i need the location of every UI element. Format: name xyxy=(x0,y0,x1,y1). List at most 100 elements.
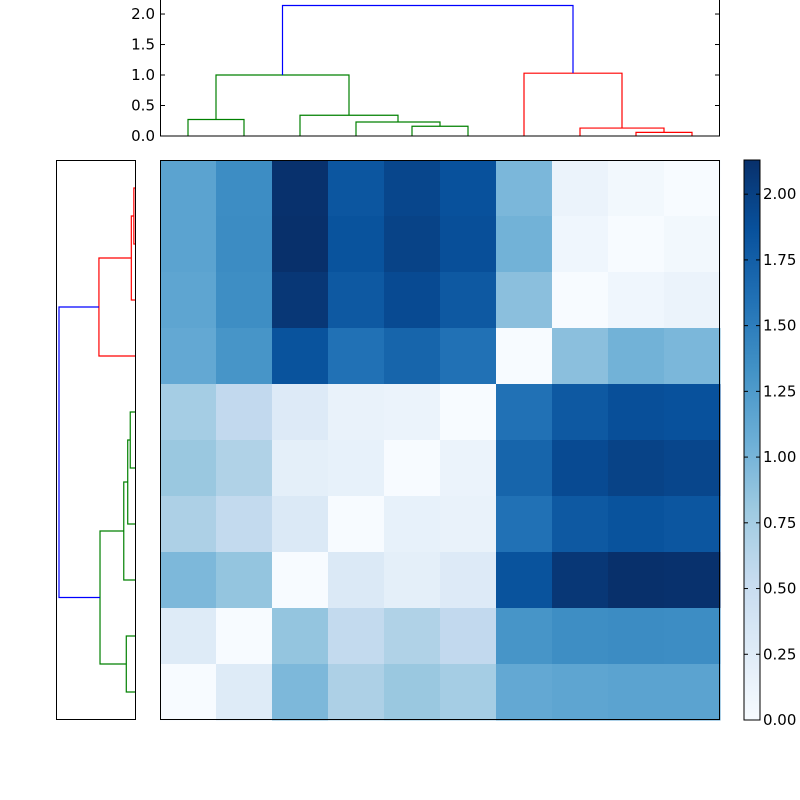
y-tick-label: 0.5 xyxy=(131,97,155,115)
left-dendrogram xyxy=(56,160,136,720)
heatmap-cell xyxy=(496,664,553,721)
heatmap-cell xyxy=(328,384,385,441)
heatmap-cell xyxy=(384,608,441,665)
heatmap-cell xyxy=(384,216,441,273)
heatmap-cell xyxy=(216,608,273,665)
heatmap-cell xyxy=(608,160,665,217)
heatmap-cell xyxy=(552,328,609,385)
dendrogram-link xyxy=(58,306,101,599)
heatmap-cell xyxy=(384,552,441,609)
heatmap-cell xyxy=(384,664,441,721)
heatmap-cell xyxy=(440,664,497,721)
colorbar-tick-label: 1.50 xyxy=(763,317,796,335)
heatmap-cell xyxy=(216,552,273,609)
heatmap-cell xyxy=(160,608,217,665)
top-dendrogram: 0.0 0.5 1.0 1.5 2.0 xyxy=(131,0,720,145)
heatmap-cell xyxy=(272,328,329,385)
heatmap-cell xyxy=(384,272,441,329)
colorbar-tick-label: 0.75 xyxy=(763,514,796,532)
heatmap-cell xyxy=(552,440,609,497)
heatmap-cell xyxy=(160,496,217,553)
heatmap-cell xyxy=(552,384,609,441)
heatmap-cell xyxy=(328,272,385,329)
colorbar: 0.00 0.25 0.50 0.75 1.00 1.25 1.50 1.75 2.00 xyxy=(743,159,796,729)
heatmap-cell xyxy=(496,272,553,329)
heatmap-cell xyxy=(608,496,665,553)
heatmap-cell xyxy=(384,160,441,217)
heatmap-cell xyxy=(664,664,721,721)
heatmap-cell xyxy=(608,328,665,385)
heatmap-cell xyxy=(552,216,609,273)
heatmap-cell xyxy=(272,608,329,665)
heatmap-cell xyxy=(272,160,329,217)
heatmap-cell xyxy=(272,496,329,553)
heatmap-cell xyxy=(608,552,665,609)
heatmap-cell xyxy=(328,496,385,553)
heatmap-cell xyxy=(160,664,217,721)
heatmap-frame xyxy=(160,160,720,720)
y-tick-label: 1.5 xyxy=(131,36,155,54)
heatmap-cell xyxy=(272,216,329,273)
heatmap-cell xyxy=(496,496,553,553)
heatmap-cell xyxy=(216,272,273,329)
heatmap-cell xyxy=(384,496,441,553)
y-tick-label: 1.0 xyxy=(131,66,155,84)
heatmap-cell xyxy=(328,440,385,497)
heatmap-cell xyxy=(496,328,553,385)
heatmap-cell xyxy=(608,384,665,441)
y-tick-label: 0.0 xyxy=(131,127,155,145)
heatmap-cell xyxy=(608,272,665,329)
heatmap-cell xyxy=(664,384,721,441)
heatmap-cell xyxy=(272,440,329,497)
colorbar-tick-label: 0.25 xyxy=(763,645,796,663)
colorbar-tick-label: 1.75 xyxy=(763,251,796,269)
heatmap-cell xyxy=(160,216,217,273)
heatmap-cell xyxy=(496,216,553,273)
heatmap-cell xyxy=(440,608,497,665)
heatmap-cell xyxy=(552,608,609,665)
dendrogram-link xyxy=(281,4,574,76)
heatmap xyxy=(160,160,721,721)
heatmap-cell xyxy=(272,272,329,329)
colorbar-tick-label: 1.25 xyxy=(763,382,796,400)
colorbar-tick-label: 0.50 xyxy=(763,580,796,598)
heatmap-cell xyxy=(608,664,665,721)
y-tick-label: 2.0 xyxy=(131,5,155,23)
heatmap-cell xyxy=(440,272,497,329)
heatmap-cell xyxy=(216,440,273,497)
heatmap-cell xyxy=(664,440,721,497)
heatmap-cell xyxy=(664,272,721,329)
heatmap-cell xyxy=(552,552,609,609)
heatmap-cell xyxy=(216,384,273,441)
heatmap-cell xyxy=(216,664,273,721)
heatmap-cell xyxy=(328,216,385,273)
heatmap-cell xyxy=(160,552,217,609)
heatmap-cell xyxy=(608,440,665,497)
heatmap-cell xyxy=(664,216,721,273)
heatmap-cell xyxy=(328,608,385,665)
heatmap-cell xyxy=(272,384,329,441)
heatmap-cell xyxy=(160,384,217,441)
colorbar-tick-label: 0.00 xyxy=(763,711,796,729)
heatmap-cell xyxy=(272,552,329,609)
heatmap-cell xyxy=(552,272,609,329)
heatmap-cell xyxy=(440,216,497,273)
colorbar-bar xyxy=(743,159,761,721)
heatmap-cell xyxy=(160,440,217,497)
heatmap-cell xyxy=(552,664,609,721)
colorbar-tick-label: 1.00 xyxy=(763,448,796,466)
heatmap-cell xyxy=(664,328,721,385)
heatmap-cell xyxy=(160,272,217,329)
heatmap-cell xyxy=(384,384,441,441)
heatmap-cell xyxy=(160,160,217,217)
heatmap-cell xyxy=(440,440,497,497)
heatmap-cell xyxy=(496,384,553,441)
heatmap-cell xyxy=(496,552,553,609)
heatmap-cell xyxy=(496,608,553,665)
heatmap-cell xyxy=(272,664,329,721)
heatmap-cell xyxy=(384,440,441,497)
colorbar-tick-label: 2.00 xyxy=(763,185,796,203)
heatmap-cell xyxy=(328,328,385,385)
heatmap-cell xyxy=(664,608,721,665)
